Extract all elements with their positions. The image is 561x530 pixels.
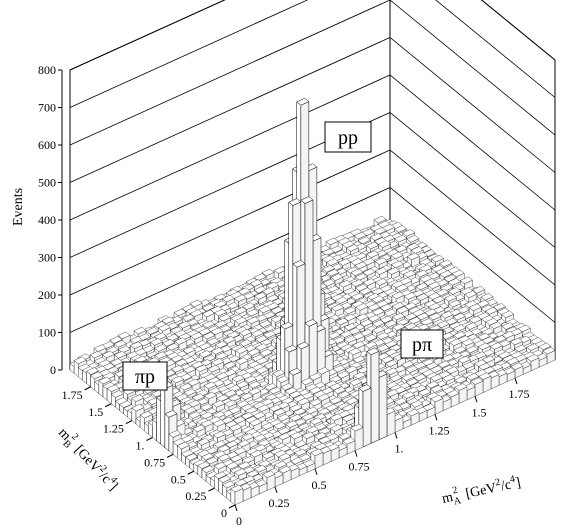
z-gridline [69, 149, 556, 296]
bin-face-top [326, 258, 339, 266]
bin-face-top [346, 244, 359, 252]
bin-face-top [330, 273, 344, 281]
bin-face-top [387, 267, 400, 275]
bin-face-top [431, 254, 444, 263]
bin-face-top [406, 235, 420, 243]
bin-face-top [460, 276, 473, 284]
bin-face-top [355, 283, 368, 292]
bin-face-top [322, 265, 336, 273]
bin-face-top [237, 287, 251, 295]
bin-face-top [357, 236, 371, 244]
z-gridline [69, 187, 556, 333]
bin-face-top [366, 241, 379, 250]
bin-face-top [354, 273, 368, 281]
bin-face-top [375, 278, 388, 286]
bin-face-top [439, 259, 453, 267]
bin-face-top [447, 278, 461, 286]
bin-face-top [419, 264, 433, 272]
bin-face-top [394, 245, 408, 253]
bin-face-top [325, 237, 339, 246]
z-gridline [69, 0, 556, 71]
bin-face-top [354, 261, 368, 269]
z-gridline [69, 0, 556, 108]
z-gridline [69, 37, 556, 183]
bin-face-top [338, 279, 352, 288]
bin-face-top [350, 279, 364, 287]
bin-face-top [373, 227, 387, 235]
bin-face-top [326, 268, 340, 277]
bin-face-top [353, 231, 367, 240]
bin-face-top [390, 260, 404, 269]
bin-face-top [273, 266, 287, 274]
bin-face-top [363, 278, 376, 286]
bin-face-top [403, 270, 417, 278]
z-gridline [69, 74, 556, 221]
bin-face-top [378, 240, 392, 248]
surface-bins [69, 97, 556, 506]
bin-face-top [439, 270, 453, 278]
bin-face-top [341, 240, 355, 249]
bin-face-top [266, 281, 279, 290]
bin-face-top [402, 229, 416, 237]
bin-face-top [443, 274, 457, 282]
bin-face-top [374, 267, 388, 275]
bin-face-top [394, 234, 408, 243]
bin-face-top [394, 225, 407, 233]
bin-face-top [415, 282, 429, 291]
bin-face-top [415, 269, 429, 278]
bin-face-top [406, 252, 420, 261]
bin-face-top [427, 281, 441, 290]
bin-face-top [451, 269, 465, 278]
bin-face-top [373, 215, 387, 224]
bin-face-top [370, 233, 383, 241]
bin-face-top [350, 268, 364, 276]
bin-face-top [374, 257, 388, 265]
bin-face-top [249, 279, 263, 287]
z-gridline [69, 0, 556, 146]
z-gridline [69, 112, 556, 258]
bin-face-top [390, 251, 404, 260]
bin-face-top [366, 250, 380, 258]
bin-face-top [338, 258, 352, 266]
bin-face-top [362, 268, 376, 276]
bin-face-top [322, 279, 336, 287]
bin-face-top [410, 246, 424, 254]
bin-face-top [261, 268, 275, 277]
bin-face-top [253, 273, 267, 281]
